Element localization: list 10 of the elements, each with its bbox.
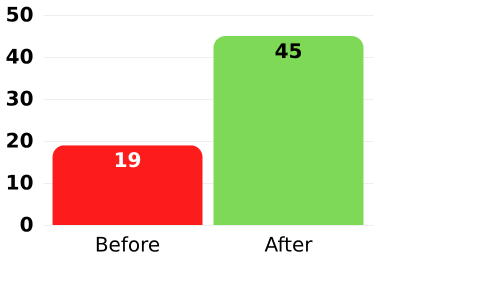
y-tick-label: 40 xyxy=(6,44,34,68)
x-tick-label: Before xyxy=(94,232,160,256)
y-tick-label: 50 xyxy=(6,2,34,26)
data-label: 19 xyxy=(114,148,142,172)
x-tick-label: After xyxy=(264,232,314,256)
y-tick-label: 10 xyxy=(6,170,34,194)
y-tick-label: 0 xyxy=(20,212,34,236)
y-tick-label: 20 xyxy=(6,128,34,152)
y-tick-label: 30 xyxy=(6,86,34,110)
data-label: 45 xyxy=(274,39,302,63)
